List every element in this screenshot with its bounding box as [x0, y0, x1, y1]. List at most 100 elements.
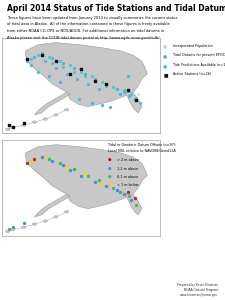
Point: [135, 96, 138, 101]
Point: [77, 66, 81, 71]
Point: [33, 157, 36, 161]
Point: [54, 66, 58, 71]
Point: [65, 71, 68, 76]
Point: [42, 56, 45, 61]
Text: Tide Predictions Available (n=146): Tide Predictions Available (n=146): [173, 63, 225, 67]
Point: [138, 100, 142, 105]
Point: [108, 104, 111, 109]
Point: [29, 63, 33, 68]
Text: ●: ●: [163, 63, 167, 68]
Text: Tidal Datums for present EPOCH (n=222): Tidal Datums for present EPOCH (n=222): [173, 53, 225, 57]
Point: [101, 80, 104, 84]
Point: [47, 55, 51, 59]
Point: [122, 88, 126, 92]
Point: [29, 57, 33, 62]
Point: [128, 94, 131, 99]
Point: [128, 194, 131, 199]
Point: [68, 71, 72, 76]
Point: [83, 71, 86, 76]
Text: > 2 m above: > 2 m above: [117, 158, 139, 162]
Point: [113, 76, 117, 81]
Point: [104, 84, 108, 88]
Text: Prepared by Kevin Kinsman
NOAA Coastal Program
www.kinsman@noaa.gov: Prepared by Kevin Kinsman NOAA Coastal P…: [177, 283, 218, 297]
Point: [29, 159, 33, 164]
Text: Incorporated Population: Incorporated Population: [173, 44, 213, 47]
Point: [22, 221, 25, 226]
Circle shape: [5, 230, 10, 232]
Point: [83, 171, 86, 176]
Circle shape: [32, 223, 37, 225]
Circle shape: [54, 216, 58, 218]
Text: Active Stations (n=26): Active Stations (n=26): [173, 72, 212, 76]
Point: [11, 125, 15, 130]
Text: 0-1 m above: 0-1 m above: [117, 175, 138, 179]
Point: [8, 123, 11, 128]
Point: [86, 82, 90, 86]
Text: < 1 m below: < 1 m below: [117, 183, 139, 187]
Point: [51, 56, 54, 61]
Circle shape: [65, 109, 69, 111]
Point: [51, 61, 54, 66]
Text: ●: ●: [108, 183, 112, 187]
Point: [94, 76, 97, 81]
Point: [131, 87, 135, 92]
Point: [79, 67, 83, 72]
Point: [86, 82, 90, 86]
Text: April 2014 Status of Tide Stations and Tidal Datums in Alaska: April 2014 Status of Tide Stations and T…: [7, 4, 225, 13]
Point: [115, 87, 119, 92]
Point: [111, 85, 115, 89]
Point: [58, 161, 61, 166]
Circle shape: [32, 121, 37, 123]
Point: [58, 59, 61, 64]
Point: [61, 65, 65, 70]
Point: [25, 57, 29, 62]
Point: [79, 173, 83, 178]
Point: [133, 196, 137, 201]
Point: [97, 177, 101, 182]
Point: [101, 182, 104, 186]
Point: [76, 76, 79, 81]
Point: [104, 84, 108, 88]
Point: [101, 102, 104, 107]
Point: [111, 186, 115, 190]
Point: [36, 66, 40, 71]
Point: [25, 161, 29, 166]
Text: 1-2 m above: 1-2 m above: [117, 167, 138, 170]
Circle shape: [22, 226, 26, 229]
Point: [61, 61, 65, 66]
Point: [79, 69, 83, 74]
Point: [22, 121, 25, 126]
Point: [72, 66, 76, 71]
Point: [36, 69, 40, 74]
Point: [135, 202, 138, 207]
Point: [129, 198, 133, 203]
Circle shape: [5, 128, 10, 130]
Point: [61, 163, 65, 168]
Circle shape: [43, 118, 47, 120]
Point: [126, 73, 129, 78]
Point: [58, 80, 61, 84]
Point: [122, 90, 126, 94]
Point: [133, 97, 137, 102]
Point: [126, 82, 129, 86]
Polygon shape: [25, 43, 147, 107]
Point: [33, 55, 36, 59]
Text: ●: ●: [108, 175, 112, 179]
Text: These figures have been updated from January 2013 to visually summarize the curr: These figures have been updated from Jan…: [7, 16, 177, 20]
Text: Local MSL relative to NAVD88/Geoid12A: Local MSL relative to NAVD88/Geoid12A: [108, 149, 176, 153]
Point: [122, 76, 126, 81]
Point: [137, 92, 140, 97]
Point: [104, 82, 108, 86]
Circle shape: [43, 220, 47, 222]
Text: Alaska please visit the DCDB tidal datum portal at http://www.ngdc.noaa.gov/dcdb: Alaska please visit the DCDB tidal datum…: [7, 36, 159, 40]
Point: [115, 188, 119, 193]
Point: [59, 63, 63, 68]
Point: [135, 98, 138, 103]
Point: [119, 190, 122, 194]
Text: Tidal to Geodetic Datum Offsets (n=97):: Tidal to Geodetic Datum Offsets (n=97):: [108, 142, 176, 146]
Point: [119, 92, 122, 97]
Point: [8, 227, 11, 232]
Point: [54, 59, 58, 64]
Point: [122, 192, 126, 197]
Point: [25, 59, 29, 64]
